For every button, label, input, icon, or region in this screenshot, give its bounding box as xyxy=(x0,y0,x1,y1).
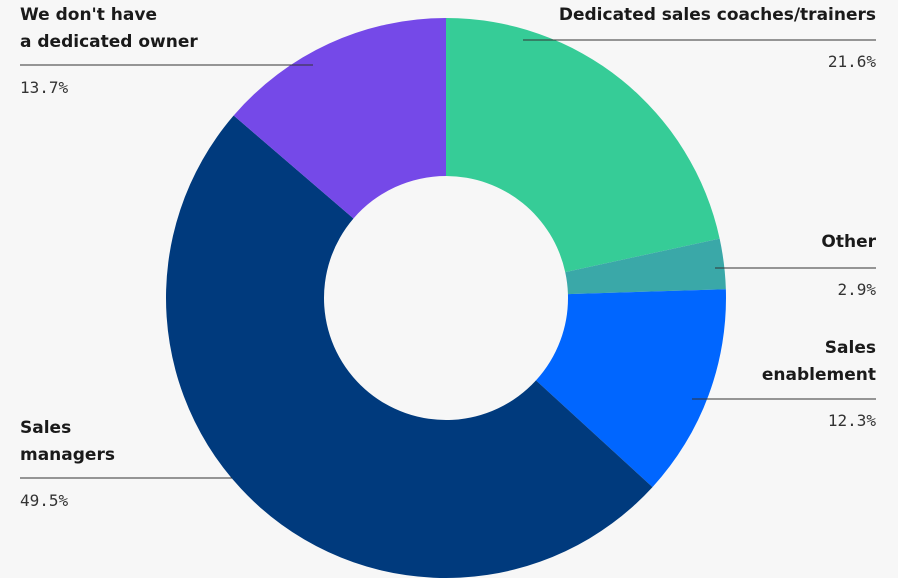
donut-slice xyxy=(446,18,720,273)
donut-slice xyxy=(233,18,446,219)
slice-label: Dedicated sales coaches/trainers xyxy=(558,5,876,25)
slice-label: We don't have a dedicated owner xyxy=(20,5,198,52)
value-label: 2.9% xyxy=(837,280,876,299)
donut-slice xyxy=(535,289,726,488)
donut-slice xyxy=(565,238,726,295)
slice-label: Sales managers xyxy=(20,418,115,465)
slice-label: Sales enablement xyxy=(761,338,876,385)
donut-slice xyxy=(166,115,653,578)
value-label: 12.3% xyxy=(827,411,876,430)
value-label: 21.6% xyxy=(827,52,876,71)
slice-label: Other xyxy=(821,232,876,252)
value-label: 49.5% xyxy=(20,491,69,510)
value-label: 13.7% xyxy=(20,78,69,97)
